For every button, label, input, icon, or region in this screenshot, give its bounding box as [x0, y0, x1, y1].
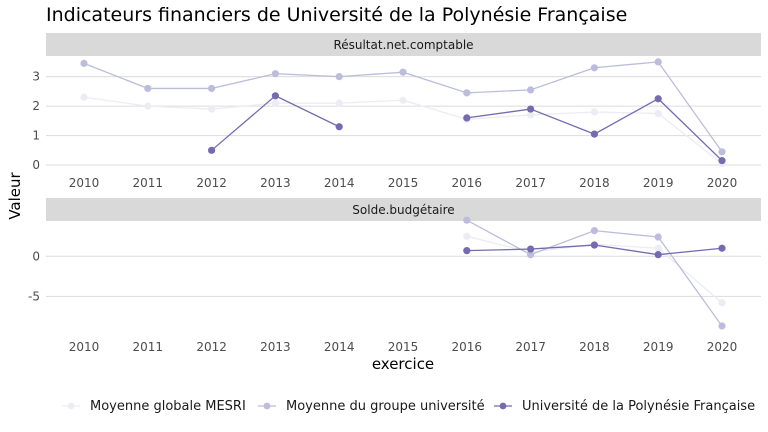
legend-item: Université de la Polynésie Française — [494, 399, 755, 414]
x-tick-label: 2019 — [643, 176, 674, 190]
data-point — [654, 233, 662, 241]
x-tick-label: 2010 — [69, 176, 100, 190]
x-tick-label: 2013 — [260, 176, 291, 190]
legend-label: Université de la Polynésie Française — [522, 399, 755, 414]
data-point — [718, 148, 726, 156]
data-point — [463, 89, 471, 97]
data-point — [590, 108, 599, 116]
x-tick-label: 2016 — [452, 176, 483, 190]
panel-strip-label: Résultat.net.comptable — [333, 38, 473, 52]
data-point — [80, 59, 88, 67]
legend-item: Moyenne globale MESRI — [62, 399, 246, 414]
x-tick-label: 2017 — [515, 340, 546, 354]
x-tick-label: 2014 — [324, 340, 355, 354]
series-1 — [80, 58, 726, 156]
panel-1: Solde.budgétaire -5 0 2010 2011 2012 2013 2014 2… — [28, 198, 761, 354]
data-point — [208, 84, 216, 93]
data-point — [463, 114, 471, 122]
x-tick-label: 2015 — [388, 176, 419, 190]
x-tick-label: 2011 — [133, 340, 164, 354]
legend-key-point — [263, 402, 271, 410]
data-point — [271, 92, 279, 100]
legend: Moyenne globale MESRI Moyenne du groupe u… — [62, 399, 755, 414]
x-axis-title: exercice — [372, 355, 434, 373]
x-tick-label: 2017 — [515, 176, 546, 190]
data-point — [208, 146, 216, 154]
y-tick-label: 3 — [32, 70, 40, 84]
data-point — [654, 244, 662, 252]
x-tick-label: 2015 — [388, 340, 419, 354]
data-point — [590, 227, 599, 235]
data-point — [527, 251, 535, 259]
series-line — [466, 219, 723, 327]
x-tick-label: 2011 — [133, 176, 164, 190]
data-point — [527, 245, 535, 253]
x-tick-label: 2020 — [707, 176, 738, 190]
data-point — [527, 111, 535, 119]
data-point — [654, 109, 662, 118]
data-point — [208, 105, 216, 113]
data-point — [527, 105, 535, 113]
data-point — [590, 241, 599, 249]
y-tick-label: 0 — [32, 158, 40, 172]
data-point — [718, 299, 726, 307]
x-tick-label: 2013 — [260, 340, 291, 354]
data-point — [654, 95, 662, 103]
data-point — [527, 86, 535, 94]
x-tick-label: 2018 — [579, 340, 610, 354]
data-point — [399, 68, 407, 76]
data-point — [335, 99, 343, 107]
series-line — [83, 96, 723, 165]
panel-strip — [46, 33, 761, 56]
x-tick-label: 2020 — [707, 340, 738, 354]
data-point — [399, 96, 407, 104]
data-point — [271, 70, 279, 78]
x-tick-label: 2010 — [69, 340, 100, 354]
panel-strip — [46, 198, 761, 221]
y-tick-label: 2 — [32, 99, 40, 113]
data-point — [718, 322, 726, 330]
panel-0: Résultat.net.comptable 0 1 2 3 2010 2011 2012 20… — [32, 33, 761, 190]
data-point — [654, 251, 662, 259]
legend-label: Moyenne du groupe université — [286, 399, 485, 414]
data-point — [80, 93, 88, 101]
data-point — [654, 58, 662, 66]
series-line — [466, 97, 723, 162]
data-point — [335, 123, 343, 131]
data-point — [463, 216, 471, 224]
y-tick-label: -5 — [28, 289, 40, 303]
chart-title: Indicateurs financiers de Université de … — [46, 4, 627, 26]
x-tick-label: 2014 — [324, 176, 355, 190]
panel-strip-label: Solde.budgétaire — [352, 203, 454, 217]
series-1 — [463, 216, 726, 330]
series-2 — [208, 92, 726, 165]
x-tick-label: 2016 — [452, 340, 483, 354]
legend-key-point — [499, 402, 507, 410]
data-point — [335, 73, 343, 81]
data-point — [590, 64, 599, 72]
data-point — [590, 130, 599, 138]
x-tick-label: 2012 — [196, 176, 227, 190]
y-tick-label: 0 — [32, 249, 40, 263]
x-tick-label: 2012 — [196, 340, 227, 354]
data-point — [463, 232, 471, 240]
x-tick-label: 2018 — [579, 176, 610, 190]
chart-panels: Résultat.net.comptable 0 1 2 3 2010 2011 2012 20… — [28, 33, 761, 354]
y-axis-title: Valeur — [6, 171, 24, 219]
data-point — [144, 102, 152, 110]
legend-label: Moyenne globale MESRI — [90, 399, 246, 414]
data-point — [718, 244, 726, 252]
data-point — [718, 157, 726, 165]
x-tick-label: 2019 — [643, 340, 674, 354]
y-tick-label: 1 — [32, 129, 40, 143]
legend-key-point — [67, 402, 75, 410]
legend-item: Moyenne du groupe université — [258, 399, 485, 414]
series-2 — [463, 241, 726, 259]
series-0 — [80, 93, 726, 168]
data-point — [271, 99, 279, 107]
data-point — [144, 84, 152, 93]
data-point — [463, 247, 471, 255]
